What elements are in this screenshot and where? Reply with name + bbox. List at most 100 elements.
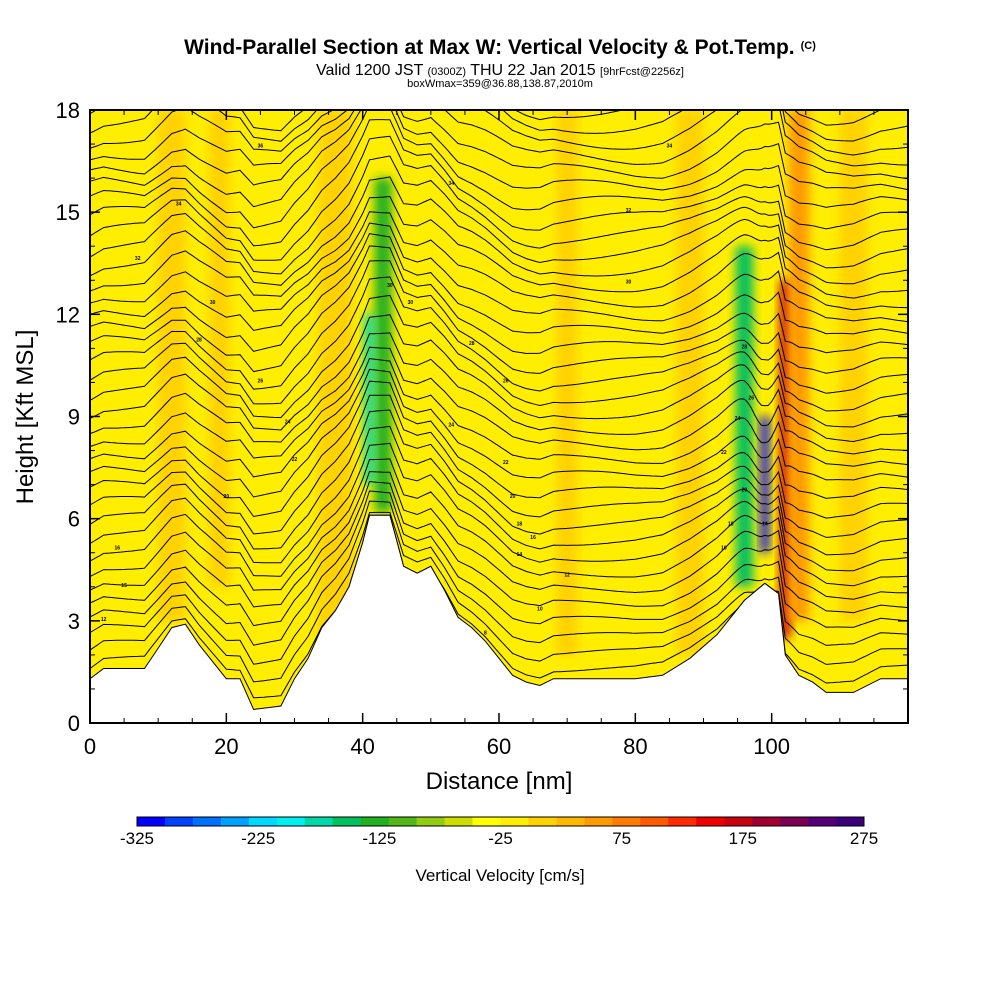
x-tick-label-0: 0 — [84, 734, 96, 759]
theta-contour-23 — [90, 211, 908, 312]
colorbar-swatch-8 — [360, 817, 389, 826]
colorbar-swatch-25 — [836, 817, 865, 826]
colorbar-swatch-23 — [780, 817, 809, 826]
theta-contour-18 — [90, 276, 908, 405]
theta-contour-5 — [90, 470, 908, 608]
colorbar-swatch-24 — [808, 817, 837, 826]
theta-contour-19 — [90, 260, 908, 390]
colorbar-swatch-18 — [640, 817, 669, 826]
valid-date: THU 22 Jan 2015 — [470, 62, 596, 79]
colorbar-tick-label-1: -225 — [241, 829, 275, 848]
theta-label-29: 28 — [742, 344, 748, 350]
theta-label-25: 8 — [484, 630, 487, 636]
theta-contour-25 — [90, 176, 908, 286]
theta-label-16: 26 — [503, 378, 509, 384]
colorbar-swatch-14 — [528, 817, 557, 826]
theta-contour-9 — [90, 409, 908, 550]
colorbar-tick-label-3: -25 — [488, 829, 513, 848]
velocity-feature-10 — [788, 110, 810, 621]
colorbar-swatch-13 — [500, 817, 529, 826]
theta-contour-10 — [90, 394, 908, 535]
theta-contour-20 — [90, 245, 908, 373]
title-mark: (C) — [800, 40, 816, 52]
plot-area: 12 15 16 20 22 24 26 28 30 32 34 36 30 30 28 24 26 34 22 20… — [90, 110, 908, 723]
colorbar-swatch-12 — [472, 817, 501, 826]
theta-label-18: 22 — [503, 460, 509, 466]
chart-subtitle: Valid 1200 JST (0300Z) THU 22 Jan 2015 [… — [0, 62, 1000, 80]
x-tick-label-3: 60 — [487, 734, 511, 759]
theta-label-14: 28 — [469, 341, 475, 347]
colorbar-swatch-10 — [416, 817, 445, 826]
theta-label-30: 26 — [748, 395, 754, 401]
theta-label-5: 24 — [285, 419, 291, 425]
theta-contour-27 — [90, 135, 908, 261]
theta-label-11: 36 — [258, 143, 264, 149]
theta-contour-24 — [90, 195, 908, 299]
theta-contour-12 — [90, 368, 908, 498]
theta-contour-22 — [90, 222, 908, 332]
theta-contour-14 — [90, 346, 908, 459]
theta-contour-21 — [90, 233, 908, 352]
theta-label-26: 30 — [626, 280, 632, 286]
box-info: boxWmax=359@36.88,138.87,2010m — [407, 78, 593, 90]
colorbar-title: Vertical Velocity [cm/s] — [415, 866, 584, 885]
theta-contour-8 — [90, 425, 908, 564]
theta-label-35: 16 — [721, 545, 727, 551]
theta-label-1: 15 — [121, 583, 127, 589]
theta-label-28: 34 — [667, 143, 673, 149]
theta-label-19: 20 — [510, 494, 516, 500]
velocity-feature-5 — [556, 110, 578, 655]
theta-label-15: 24 — [449, 423, 455, 429]
colorbar-swatch-3 — [220, 817, 250, 826]
colorbar-swatch-2 — [192, 817, 222, 826]
y-tick-label-1: 3 — [68, 609, 80, 634]
theta-contour-4 — [90, 480, 908, 627]
theta-label-23: 12 — [564, 573, 570, 579]
velocity-feature-9 — [779, 280, 791, 638]
velocity-feature-3 — [374, 178, 392, 512]
x-tick-label-1: 20 — [214, 734, 238, 759]
velocity-feature-4 — [364, 314, 375, 485]
terrain — [90, 514, 908, 723]
theta-contour-32 — [90, 110, 908, 167]
theta-contour-29 — [90, 110, 908, 229]
colorbar-swatch-1 — [164, 817, 194, 826]
y-axis-title: Height [Kft MSL] — [12, 330, 39, 505]
colorbar-swatch-22 — [752, 817, 781, 826]
theta-contour-labels: 12 15 16 20 22 24 26 28 30 32 34 36 30 30 28 24 26 34 22 20… — [101, 143, 768, 636]
theta-contour-15 — [90, 332, 908, 443]
y-tick-label-6: 18 — [56, 98, 80, 123]
y-tick-label-5: 15 — [56, 200, 80, 225]
y-tick-label-2: 6 — [68, 507, 80, 532]
colorbar-swatch-17 — [612, 817, 641, 826]
colorbar-swatch-6 — [304, 817, 334, 826]
theta-label-10: 34 — [176, 201, 182, 207]
colorbar-swatch-21 — [724, 817, 753, 826]
colorbar-tick-label-5: 175 — [729, 829, 757, 848]
theta-contour-7 — [90, 442, 908, 577]
colorbar-frame — [136, 816, 865, 827]
colorbar-swatch-11 — [444, 817, 473, 826]
theta-label-20: 18 — [517, 521, 523, 527]
theta-contour-11 — [90, 380, 908, 518]
theta-contour-13 — [90, 357, 908, 478]
chart-title: Wind-Parallel Section at Max W: Vertical… — [184, 36, 816, 59]
theta-contour-2 — [90, 500, 908, 665]
theta-label-22: 14 — [517, 552, 523, 558]
theta-label-8: 30 — [210, 300, 216, 306]
theta-contour-28 — [90, 119, 908, 247]
theta-label-21: 16 — [530, 535, 536, 541]
theta-contour-17 — [90, 294, 908, 419]
y-tick-label-0: 0 — [68, 711, 80, 736]
colorbar-swatch-19 — [668, 817, 697, 826]
valid-utc: (0300Z) — [427, 66, 467, 78]
theta-label-12: 30 — [387, 283, 393, 289]
colorbar-tick-label-4: 75 — [612, 829, 631, 848]
theta-label-9: 32 — [135, 256, 141, 262]
x-axis-title: Distance [nm] — [426, 768, 573, 795]
colorbar-tick-label-2: -125 — [362, 829, 396, 848]
theta-contour-16 — [90, 314, 908, 431]
theta-label-3: 20 — [224, 494, 230, 500]
theta-label-24: 10 — [537, 607, 543, 613]
